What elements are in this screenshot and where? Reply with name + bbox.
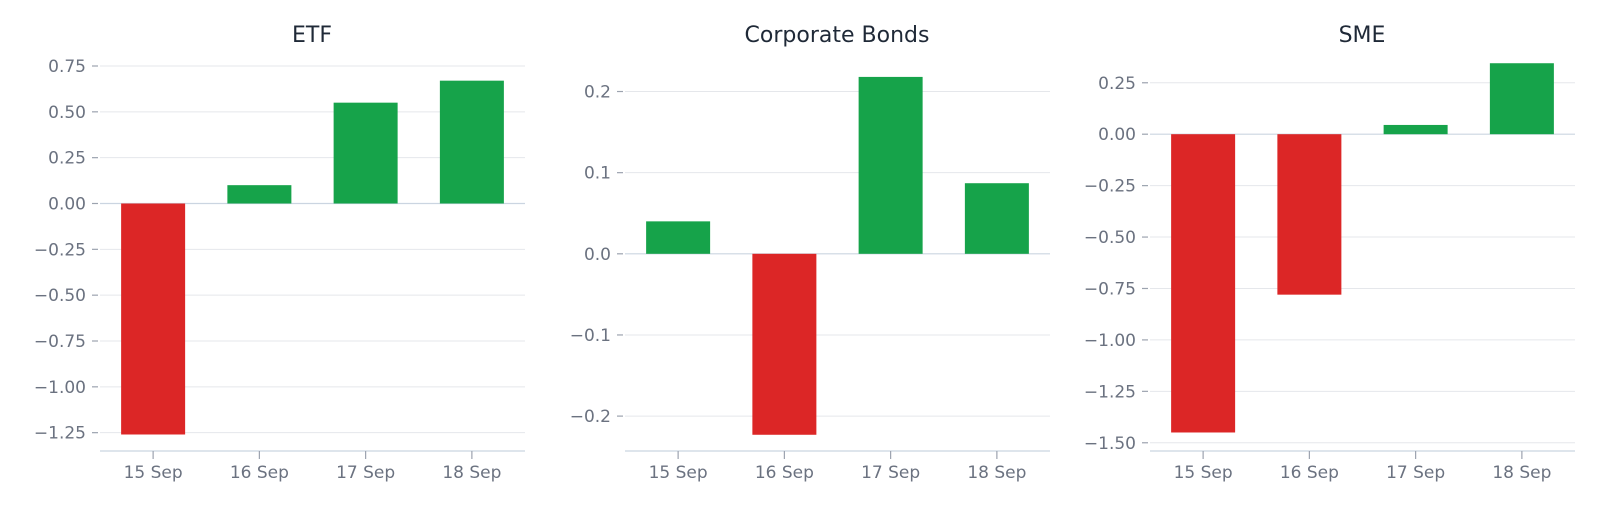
x-tick-label: 16 Sep (1280, 463, 1339, 483)
y-tick-label: 0.50 (48, 103, 86, 123)
x-tick-label: 16 Sep (230, 463, 289, 483)
y-tick-label: −0.25 (1084, 177, 1136, 197)
y-tick-label: 0.75 (48, 57, 86, 77)
x-tick-label: 15 Sep (1174, 463, 1233, 483)
bars (646, 76, 1029, 435)
panel-title: ETF (292, 23, 332, 48)
y-tick-label: 0.25 (48, 149, 86, 169)
bar (752, 253, 817, 435)
panel-sme: SME 0.25 0.00 −0.25 −0.50 −0.75 −1.00 −1.25 −1.… (1084, 23, 1575, 483)
x-tick-label: 18 Sep (1492, 463, 1551, 483)
bar (1383, 124, 1448, 135)
y-tick-label: −1.50 (1084, 434, 1136, 454)
y-tick-label: −0.1 (570, 326, 611, 346)
y-tick-label: 0.00 (1098, 125, 1136, 145)
x-tick-label: 18 Sep (442, 463, 501, 483)
bar (439, 80, 504, 204)
y-tick-label: 0.25 (1098, 74, 1136, 94)
bar (858, 76, 923, 254)
y-tick-label: −0.2 (570, 407, 611, 427)
y-tick-label: 0.00 (48, 195, 86, 215)
panel-title: SME (1339, 23, 1386, 48)
x-tick-label: 16 Sep (755, 463, 814, 483)
y-tick-label: −0.50 (34, 286, 86, 306)
y-tick-label: −0.75 (1084, 279, 1136, 299)
bar (121, 203, 186, 435)
bar (1489, 63, 1554, 135)
bar (1171, 134, 1236, 433)
bar (646, 221, 711, 254)
y-tick-label: 0.2 (584, 83, 611, 103)
bar (333, 102, 398, 204)
grid-lines: 0.2 0.1 0.0 −0.1 −0.2 (570, 83, 1050, 427)
y-tick-label: −1.25 (1084, 382, 1136, 402)
bar (1277, 134, 1342, 295)
panel-title: Corporate Bonds (745, 23, 930, 48)
y-tick-label: −0.75 (34, 332, 86, 352)
y-tick-label: 0.1 (584, 164, 611, 184)
bar (227, 185, 292, 204)
x-tick-label: 18 Sep (967, 463, 1026, 483)
y-tick-label: −0.50 (1084, 228, 1136, 248)
y-tick-label: −1.00 (1084, 331, 1136, 351)
x-tick-label: 17 Sep (1386, 463, 1445, 483)
y-tick-label: −1.00 (34, 378, 86, 398)
y-tick-label: −1.25 (34, 424, 86, 444)
y-tick-label: −0.25 (34, 240, 86, 260)
x-tick-label: 15 Sep (124, 463, 183, 483)
panel-corporate-bonds: Corporate Bonds 0.2 0.1 0.0 −0.1 −0.2 15 Sep 1… (570, 23, 1050, 483)
x-tick-label: 17 Sep (336, 463, 395, 483)
bars (1171, 63, 1554, 433)
bar (964, 183, 1029, 254)
x-tick-label: 15 Sep (649, 463, 708, 483)
bars (121, 80, 504, 435)
panel-etf: ETF 0.75 0.50 0.25 0.00 −0.25 −0.50 −0.75 −1.00… (34, 23, 525, 483)
y-tick-label: 0.0 (584, 245, 611, 265)
x-tick-label: 17 Sep (861, 463, 920, 483)
